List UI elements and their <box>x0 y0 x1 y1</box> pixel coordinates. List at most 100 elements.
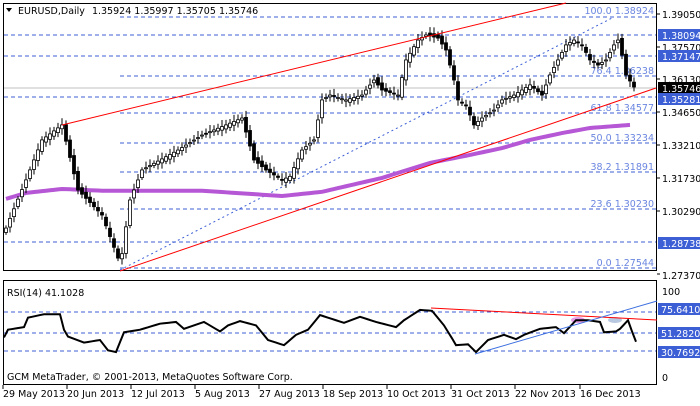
price-tick: 1.33210 <box>662 141 700 152</box>
bearish-candle <box>104 216 108 227</box>
bearish-candle <box>460 101 464 104</box>
fib-price: 1.30230 <box>615 199 654 210</box>
bearish-candle <box>580 44 584 47</box>
hline-price-label: 1.28738 <box>662 239 700 250</box>
bullish-candle <box>12 208 16 218</box>
rsi-highlight-marker <box>608 317 622 323</box>
bullish-candle <box>352 97 356 101</box>
bullish-candle <box>48 133 52 140</box>
bearish-candle <box>576 41 580 44</box>
bullish-candle <box>40 139 44 152</box>
bullish-candle <box>32 159 36 170</box>
fibonacci-levels[interactable] <box>119 16 656 271</box>
bullish-candle <box>344 99 348 102</box>
bullish-candle <box>216 127 220 132</box>
bearish-candle <box>592 60 596 63</box>
bullish-candle <box>600 62 604 65</box>
bullish-candle <box>336 97 340 99</box>
bearish-candle <box>624 53 628 76</box>
dropdown-triangle-icon[interactable] <box>6 8 12 12</box>
lower-channel-trendline[interactable] <box>119 87 657 272</box>
bullish-candle <box>612 44 616 51</box>
bullish-candle <box>552 67 556 73</box>
bullish-candle <box>16 198 20 207</box>
bullish-candle <box>524 87 528 93</box>
bullish-candle <box>192 139 196 142</box>
bearish-candle <box>632 81 636 88</box>
ohlc-high: 1.35997 <box>134 6 173 17</box>
bullish-candle <box>364 89 368 95</box>
bearish-candle <box>436 34 440 39</box>
fib-price: 1.38924 <box>615 6 654 17</box>
bullish-candle <box>340 98 344 101</box>
svg-text:23.6 1.30230: 23.6 1.30230 <box>591 199 654 210</box>
bearish-candle <box>596 62 600 66</box>
bullish-candle <box>616 39 620 44</box>
price-tick: 1.27370 <box>662 271 700 282</box>
bullish-candle <box>508 96 512 99</box>
bearish-candle <box>80 187 84 195</box>
fib-level: 100.0 <box>584 6 611 17</box>
bearish-candle <box>272 172 276 176</box>
bullish-candle <box>500 99 504 104</box>
bearish-candle <box>620 37 624 56</box>
time-axis: 29 May 2013 20 Jun 2013 12 Jul 2013 5 Au… <box>2 385 641 400</box>
bearish-candle <box>76 171 80 191</box>
price-tick: 1.36130 <box>662 75 700 86</box>
bearish-candle <box>452 65 456 81</box>
fib-level: 23.6 <box>591 199 612 210</box>
bullish-candle <box>328 94 332 98</box>
bearish-candle <box>268 168 272 173</box>
bullish-candle <box>136 179 140 188</box>
rsi-line <box>3 308 637 354</box>
bullish-candle <box>228 122 232 128</box>
rsi-panel-frame <box>3 280 657 385</box>
bullish-candle <box>320 99 324 119</box>
fib-baseline[interactable] <box>119 17 613 271</box>
bearish-candle <box>252 143 256 161</box>
date-tick: 27 Aug 2013 <box>259 389 320 400</box>
rsi-axis: 100 75.64103 51.28205 30.76923 0 <box>658 287 700 384</box>
bullish-candle <box>180 147 184 152</box>
rsi-label: RSI(14) 41.1028 <box>7 288 84 299</box>
bearish-candle <box>96 207 100 212</box>
bullish-candle <box>240 117 244 121</box>
bearish-candle <box>540 90 544 96</box>
rsi-level-label: 75.64103 <box>661 305 700 316</box>
date-tick: 5 Aug 2013 <box>195 389 250 400</box>
rsi-level-label: 30.76923 <box>661 348 700 359</box>
bullish-candle <box>288 175 292 181</box>
rsi-resistance-trendline[interactable] <box>430 307 658 321</box>
rsi-support-trendline[interactable] <box>474 300 658 355</box>
bearish-candle <box>204 132 208 135</box>
bullish-candle <box>408 52 412 63</box>
bearish-candle <box>392 92 396 95</box>
bullish-candle <box>124 226 128 254</box>
bullish-candle <box>476 121 480 127</box>
bullish-candle <box>496 104 500 109</box>
bullish-candle <box>36 149 40 161</box>
bullish-candle <box>196 137 200 139</box>
moving-average-line <box>5 122 631 201</box>
bearish-candle <box>384 88 388 92</box>
bullish-candle <box>368 84 372 89</box>
fib-price: 1.33234 <box>615 133 654 144</box>
bullish-candle <box>120 253 124 260</box>
bullish-candle <box>528 84 532 90</box>
bearish-candle <box>448 49 452 66</box>
main-panel-frame <box>3 3 657 271</box>
bullish-candle <box>404 59 408 81</box>
price-axis: 1.39050 1.37570 1.36130 1.34650 1.33210 … <box>657 10 700 282</box>
svg-text:38.2 1.31891: 38.2 1.31891 <box>591 162 654 173</box>
bullish-candle <box>516 92 520 98</box>
ohlc-open: 1.35924 <box>92 6 131 17</box>
date-tick: 12 Jul 2013 <box>131 389 185 400</box>
bearish-candle <box>468 106 472 116</box>
bullish-candle <box>144 167 148 170</box>
date-tick: 31 Oct 2013 <box>451 389 510 400</box>
bearish-candle <box>92 201 96 208</box>
moving-average-layer <box>5 122 631 201</box>
svg-text:100.0 1.38924: 100.0 1.38924 <box>584 6 654 17</box>
upper-channel-trendline[interactable] <box>61 2 567 126</box>
